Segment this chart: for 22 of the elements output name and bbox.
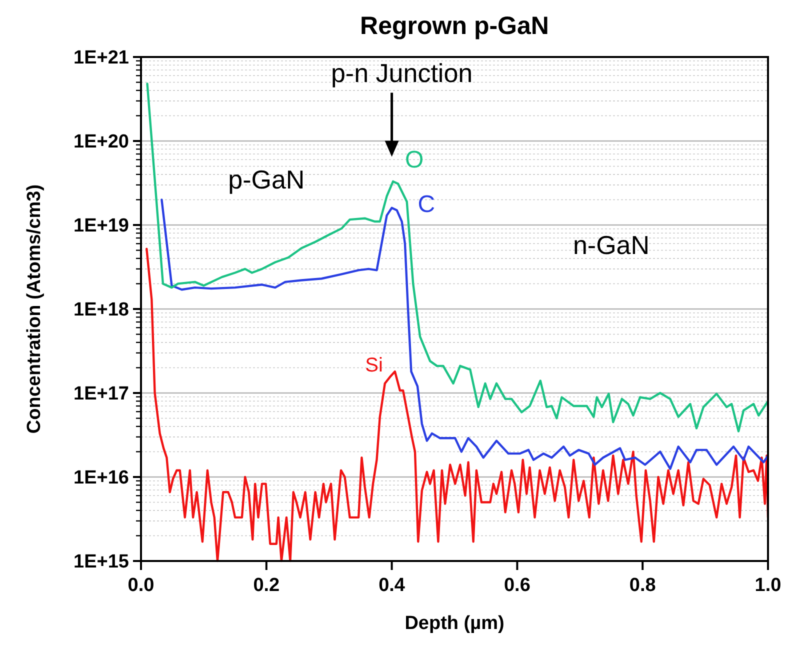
series-label: O xyxy=(405,146,424,174)
annotation: p-n Junction xyxy=(330,58,473,88)
y-axis-title: Concentration (Atoms/cm3) xyxy=(24,184,45,434)
annotation: n-GaN xyxy=(572,230,650,260)
chart-title: Regrown p-GaN xyxy=(360,12,549,40)
y-tick-label: 1E+15 xyxy=(74,552,130,573)
y-tick-label: 1E+16 xyxy=(74,468,129,489)
x-tick-label: 1.0 xyxy=(754,575,782,596)
y-tick-label: 1E+19 xyxy=(74,216,129,237)
series-label: Si xyxy=(365,354,383,377)
x-axis-title: Depth (µm) xyxy=(404,613,504,634)
x-tick-label: 0.8 xyxy=(629,575,656,596)
x-tick-label: 0.4 xyxy=(378,575,406,596)
x-tick-label: 0.0 xyxy=(128,575,154,596)
y-tick-label: 1E+21 xyxy=(74,48,130,69)
x-tick-label: 0.6 xyxy=(504,575,530,596)
annotation: p-GaN xyxy=(228,164,305,194)
series-label: C xyxy=(418,190,436,218)
y-tick-label: 1E+20 xyxy=(74,132,129,153)
y-tick-label: 1E+18 xyxy=(74,300,129,321)
x-tick-label: 0.2 xyxy=(253,575,280,596)
y-tick-label: 1E+17 xyxy=(74,384,129,405)
